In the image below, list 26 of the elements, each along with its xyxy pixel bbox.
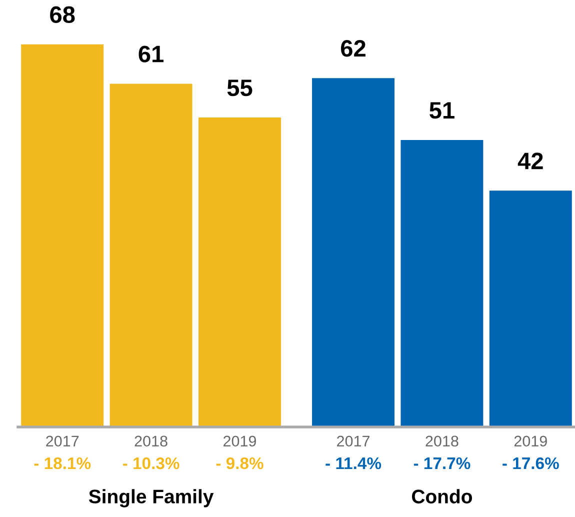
x-tick-label: 2017	[46, 436, 79, 447]
bar	[489, 190, 572, 427]
data-label: 68	[50, 6, 75, 24]
text: - 17.6%	[502, 457, 559, 470]
x-tick-label: 2019	[514, 436, 547, 447]
x-tick-label: 2018	[426, 436, 458, 447]
bar	[21, 44, 104, 427]
x-tick-label: 2017	[337, 436, 370, 447]
data-label: 51	[430, 102, 454, 119]
data-label: 61	[138, 46, 164, 62]
x-tick-label: 2018	[134, 436, 168, 447]
bar	[110, 84, 192, 427]
bar	[198, 118, 281, 427]
text: - 10.3%	[122, 457, 180, 470]
text: - 17.7%	[414, 457, 470, 470]
bar	[312, 78, 395, 427]
data-label: 62	[341, 40, 366, 57]
text: Condo	[412, 489, 472, 504]
x-tick-label: 2019	[224, 436, 256, 447]
text: - 9.8%	[216, 457, 264, 470]
data-label: 55	[227, 80, 252, 96]
data-label: 42	[518, 152, 543, 170]
text: - 18.1%	[34, 457, 91, 470]
text: - 11.4%	[326, 457, 382, 470]
text: Single Family	[88, 489, 214, 508]
bar	[400, 140, 484, 427]
